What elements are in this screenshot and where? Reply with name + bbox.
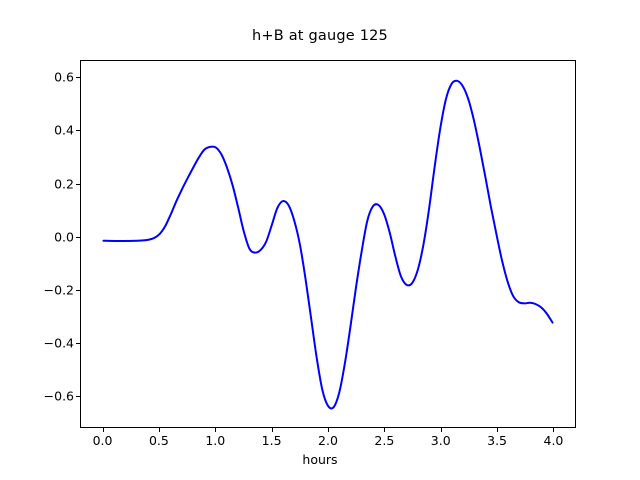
y-tick-label: −0.2 (43, 282, 74, 298)
x-tick-mark (328, 428, 329, 432)
y-tick-label: 0.6 (54, 69, 74, 85)
x-tick-mark (215, 428, 217, 432)
y-tick-label: 0.4 (54, 122, 74, 138)
plot-area (80, 60, 576, 428)
x-tick-mark (158, 428, 160, 432)
x-tick-label: 2.0 (318, 433, 338, 448)
x-tick-mark (271, 428, 273, 432)
y-tick-label: 0.0 (54, 229, 74, 245)
y-tick-mark (76, 236, 80, 238)
line-series-path (103, 81, 552, 409)
x-tick-mark (440, 428, 442, 432)
x-axis-label: hours (302, 452, 338, 467)
y-tick-mark (76, 77, 80, 79)
y-tick-label: 0.2 (54, 176, 74, 192)
x-tick-label: 4.0 (543, 433, 564, 448)
x-tick-label: 1.0 (205, 433, 226, 448)
x-tick-label: 0.5 (148, 433, 169, 448)
y-tick-label: −0.6 (43, 388, 74, 404)
x-tick-label: 2.5 (374, 433, 395, 448)
y-tick-mark (76, 289, 80, 291)
x-tick-label: 1.5 (261, 433, 282, 448)
x-tick-label: 3.5 (487, 433, 508, 448)
chart-title: h+B at gauge 125 (252, 28, 388, 44)
x-tick-label: 3.0 (430, 433, 451, 448)
x-tick-mark (384, 428, 386, 432)
line-series-svg (81, 61, 575, 427)
x-tick-mark (497, 428, 499, 432)
y-tick-mark (76, 183, 80, 185)
x-tick-mark (553, 428, 555, 432)
y-tick-mark (76, 396, 80, 398)
y-tick-mark (76, 342, 80, 344)
y-tick-mark (76, 130, 80, 132)
y-tick-label: −0.4 (43, 335, 74, 351)
x-tick-mark (102, 428, 104, 432)
x-tick-label: 0.0 (92, 433, 113, 448)
